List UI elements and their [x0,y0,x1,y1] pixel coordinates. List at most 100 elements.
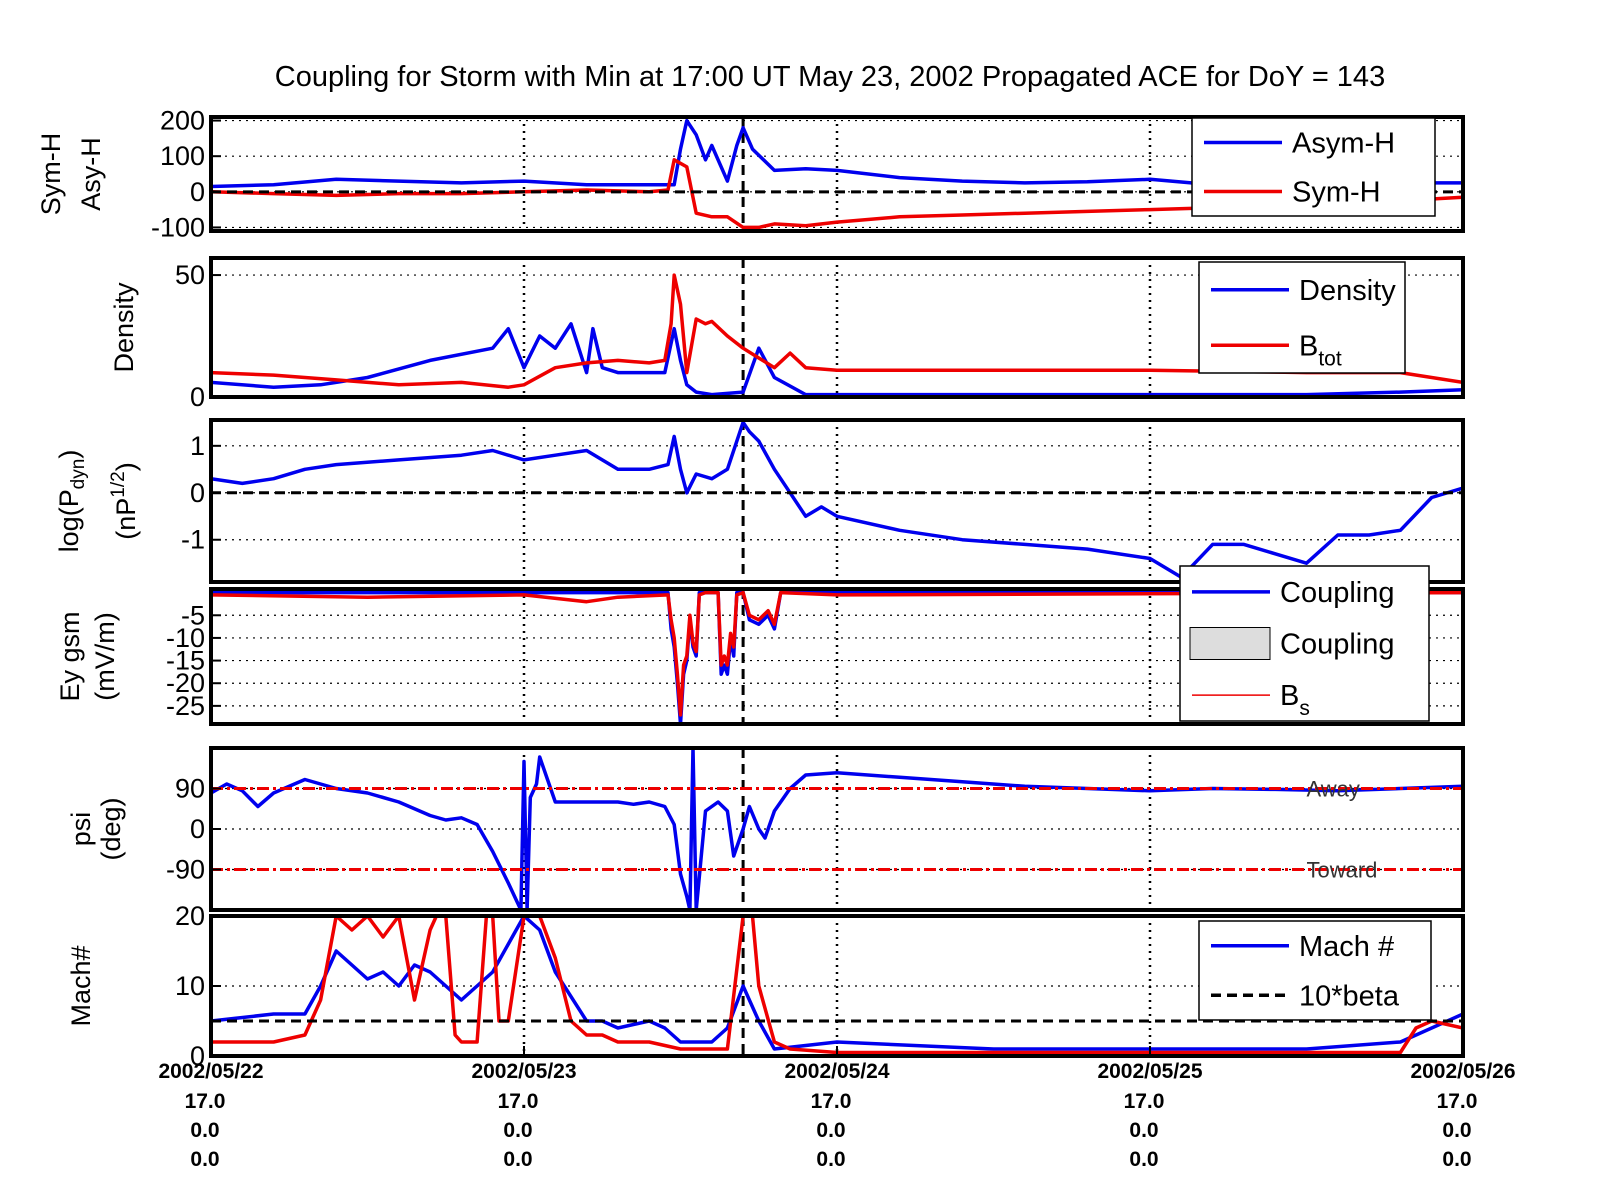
legend-label-sub: s [1299,697,1310,720]
axes-box [209,256,1465,399]
y-tick-label: 200 [160,106,205,136]
chart-title: Coupling for Storm with Min at 17:00 UT … [275,61,1385,93]
x-tick-label: 0.0 [190,1148,219,1171]
x-tick-label: 17.0 [1437,1090,1478,1113]
x-tick-label: 0.0 [816,1119,845,1142]
y-tick-label: 1 [190,431,205,461]
y-tick-label: 100 [160,141,205,171]
x-tick-label: 2002/05/23 [471,1060,576,1083]
y-tick-label: 20 [175,901,205,931]
legend-box [1191,117,1436,217]
axes-box [209,418,1465,584]
y-tick-label: -20 [166,668,205,698]
series-line-10-beta [211,916,1463,1055]
x-tick-label: 0.0 [503,1148,532,1171]
legend-label: Coupling [1280,577,1394,609]
legend-box [1198,920,1432,1021]
x-tick-label: 2002/05/26 [1410,1060,1515,1083]
legend-label: Density [1299,275,1396,307]
x-tick-label: 17.0 [498,1090,539,1113]
y-tick-label: -100 [151,212,205,242]
series-line-asym-h [211,118,1463,189]
series-line-psi [211,748,1463,910]
legend: Mach # 10*beta [1198,920,1432,1021]
x-tick-label: 17.0 [1124,1090,1165,1113]
y-axis-label: log(Pdyn) [54,450,89,553]
series-line-density [211,322,1463,397]
y-tick-label: -10 [166,623,205,653]
series-line-log-pdyn- [211,420,1463,580]
legend-label: Asym-H [1292,128,1395,160]
y-axis-label-part: ) [111,462,141,471]
series-group [211,916,1463,1055]
legend-label: 10*beta [1299,980,1400,1012]
y-tick-label: 0 [190,1041,205,1071]
x-tick-labels: 2002/05/22 2002/05/23 2002/05/24 2002/05/25… [158,1046,1516,1171]
legend-label-sub: tot [1318,347,1342,370]
y-tick-label: 0 [190,382,205,412]
series-group [211,420,1463,580]
series-line-bs [211,590,1463,717]
y-tick-label: 0 [190,814,205,844]
x-tick-label: 0.0 [1129,1148,1158,1171]
series-line-btot [211,273,1463,389]
legend: Asym-H Sym-H [1191,117,1436,217]
x-tick-label: 2002/05/22 [158,1060,263,1083]
x-tick-label: 17.0 [811,1090,852,1113]
panel-pdyn: 1 0 -1 log(Pdyn) (nP1/2) [54,418,1465,584]
y-tick-label: -1 [181,525,205,555]
series-group [211,748,1463,910]
x-tick-label: 2002/05/25 [1097,1060,1202,1083]
panel-psi: Away Toward 90 0 -90 psi (deg) [66,746,1465,912]
y-tick-label: -15 [166,646,205,676]
series-group [211,590,1463,724]
y-tick-label: 0 [190,177,205,207]
y-tick-label: 90 [175,774,205,804]
legend-label: Sym-H [1292,177,1381,209]
x-tick-label: 2002/05/24 [784,1060,889,1083]
y-axis-label: psi [66,812,96,847]
panel-ey: -5-10-15-20-25 Ey gsm (mV/m) Coupling Coupli… [55,565,1465,726]
x-tick-label: 0.0 [1442,1119,1471,1142]
x-tick-label: 0.0 [503,1119,532,1142]
y-axis-label: Mach# [66,945,96,1026]
legend-label: Coupling [1280,629,1394,661]
y-tick-label: -90 [166,855,205,885]
panel-symh: 200 100 0 -100 Sym-H Asy-H Asym-H Sym-H [36,106,1465,242]
legend-box [1198,261,1406,374]
axes-box [209,115,1465,233]
y-axis-label: (deg) [96,797,126,860]
y-axis-label: (mV/m) [90,612,120,700]
annotation-label: Toward [1307,858,1378,883]
x-tick-label: 0.0 [1442,1148,1471,1171]
annotation-label: Away [1307,777,1360,802]
y-axis-label: Sym-H [36,133,66,216]
y-axis-label: Density [109,282,139,373]
y-tick-label: -25 [166,691,205,721]
y-axis-label-sup: 1/2 [108,471,129,497]
x-tick-label: 0.0 [190,1119,219,1142]
panel-mach: 20 10 0 Mach# Mach # 10*beta [66,901,1465,1071]
y-axis-label: Asy-H [76,137,106,211]
x-tick-label: 17.0 [185,1090,226,1113]
y-tick-label: 10 [175,971,205,1001]
series-line-mach- [211,916,1463,1051]
y-axis-label: Ey gsm [55,611,85,701]
y-tick-label: -5 [181,600,205,630]
legend-label: Mach # [1299,931,1394,963]
y-tick-label: 0 [190,478,205,508]
y-axis-label: (nP1/2) [108,462,141,539]
axes-box [209,587,1465,726]
y-axis-label-part: ) [54,450,84,459]
x-tick-label: 0.0 [1129,1119,1158,1142]
legend-swatch [1189,627,1271,660]
y-tick-label: 50 [175,260,205,290]
series-group [211,273,1463,397]
y-axis-label-sub: dyn [68,459,89,490]
x-tick-label: 0.0 [816,1148,845,1171]
